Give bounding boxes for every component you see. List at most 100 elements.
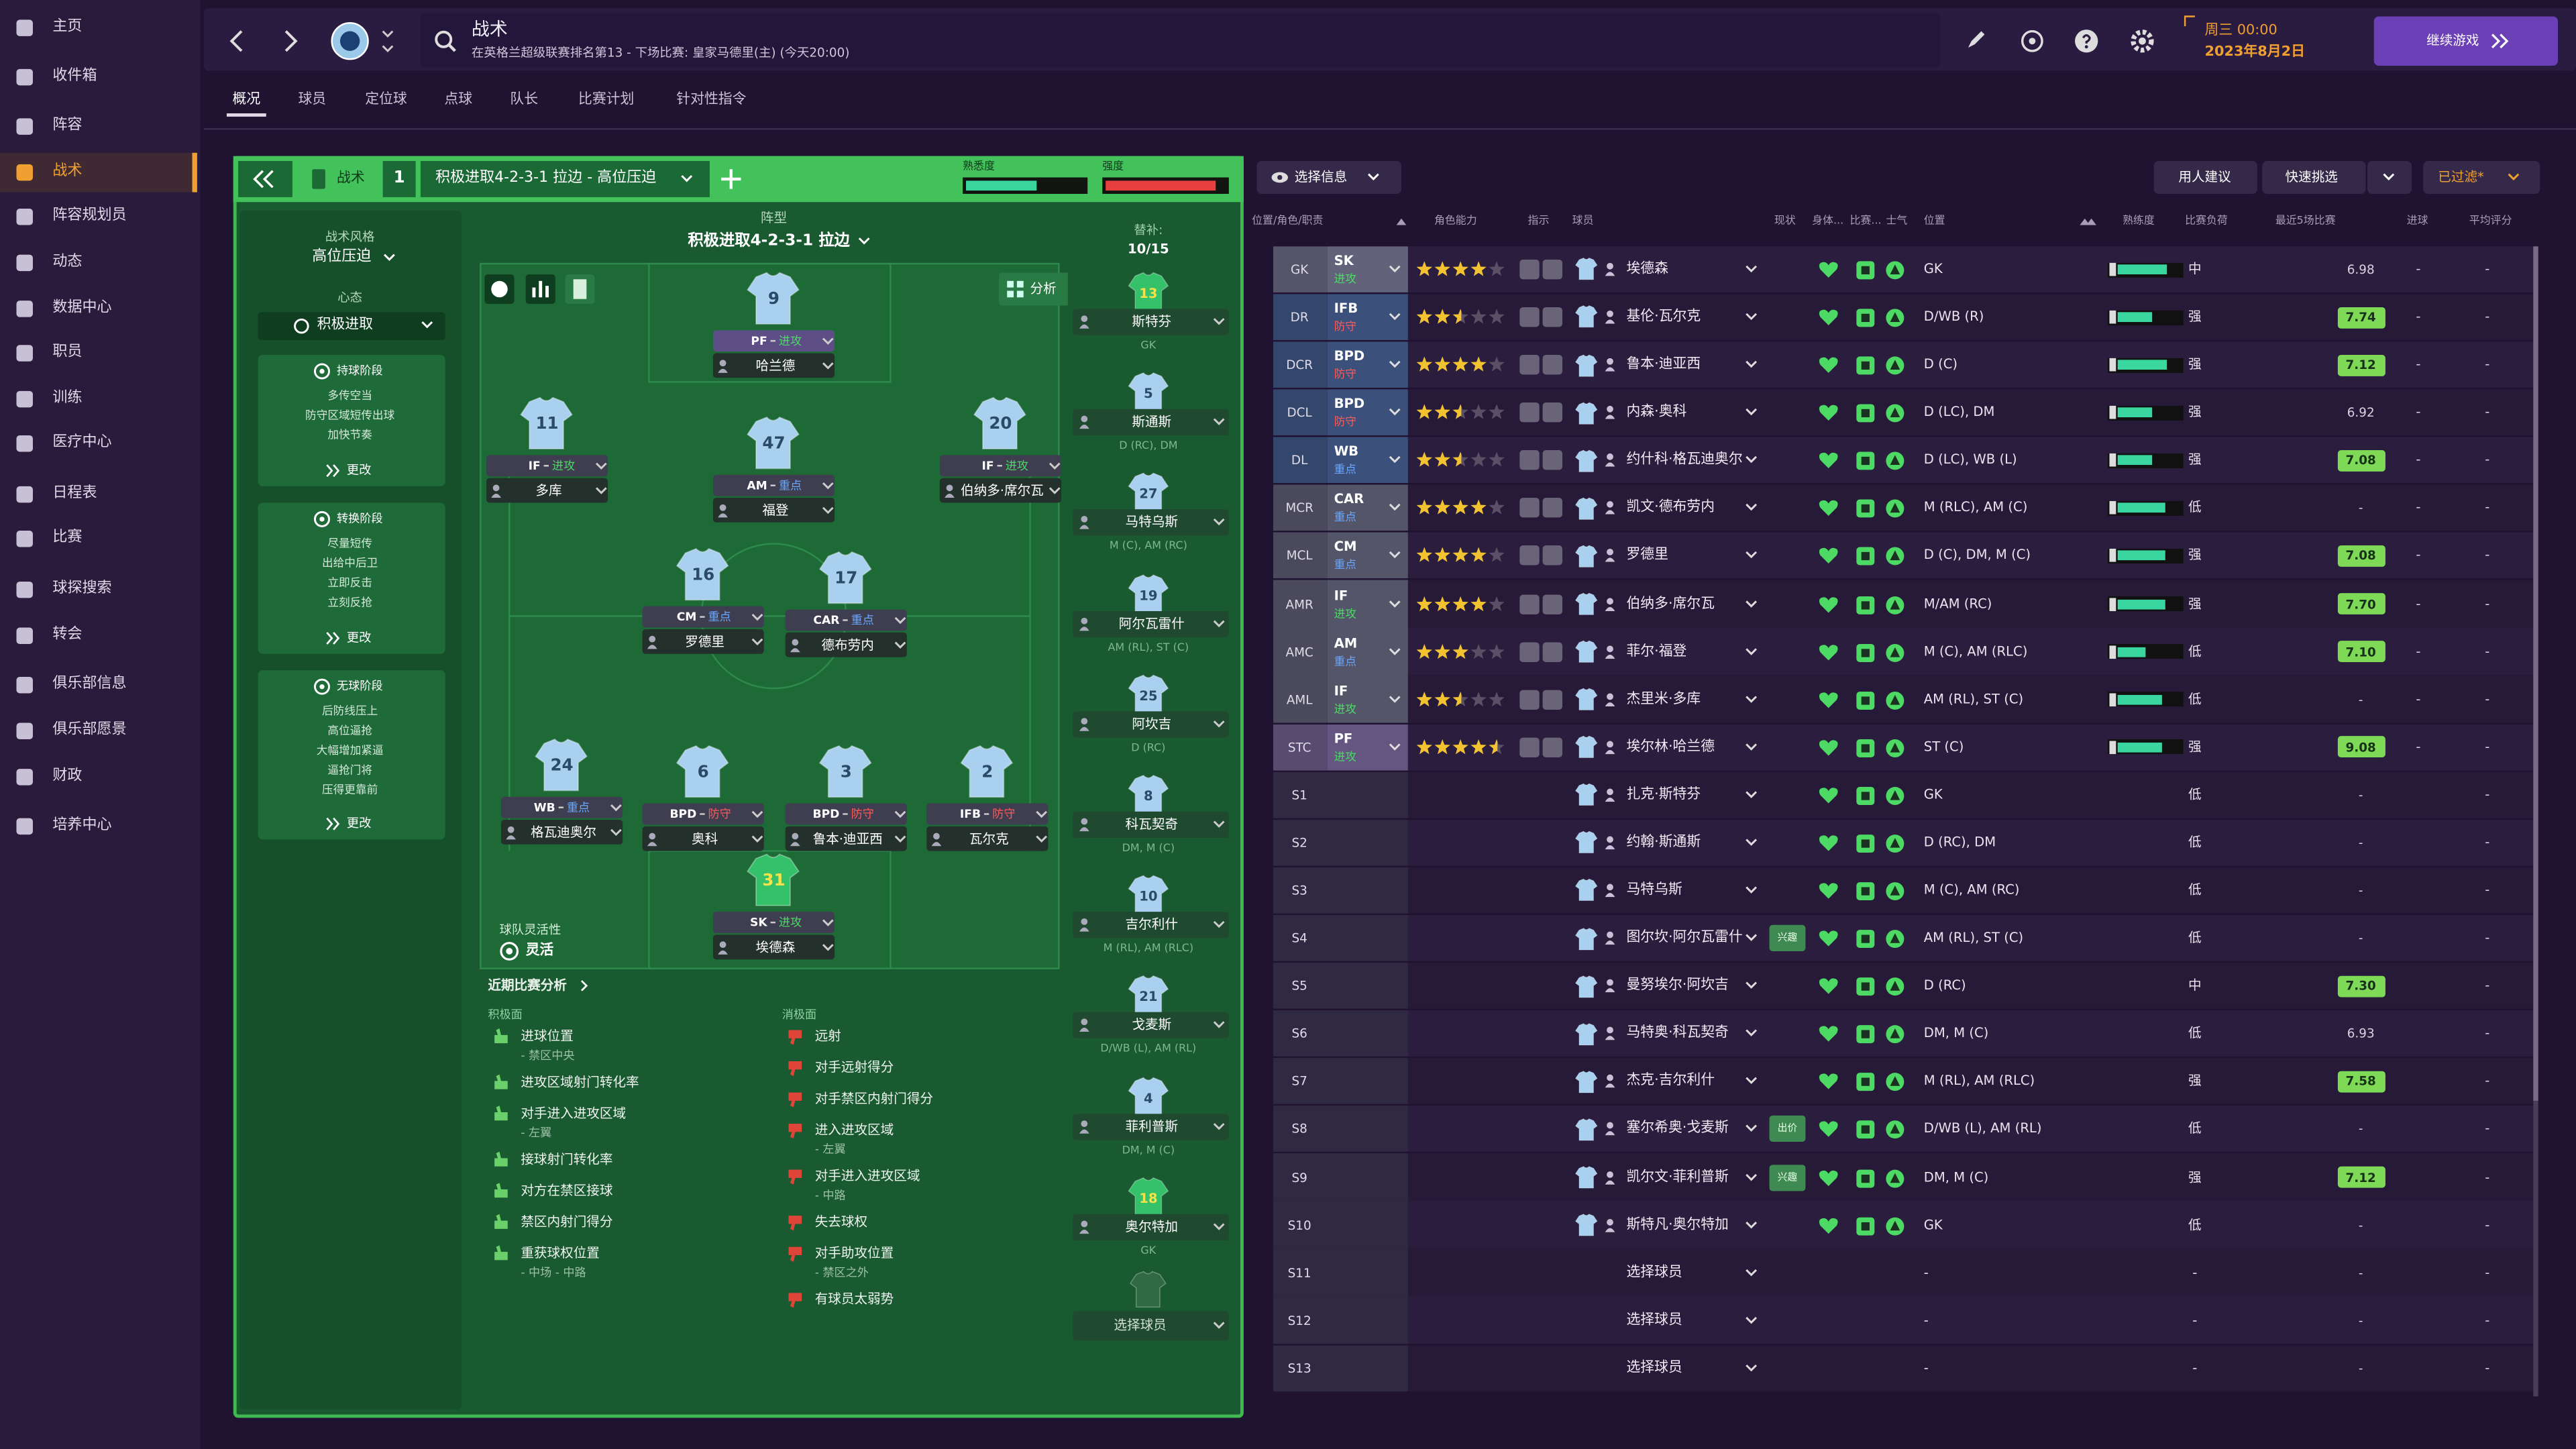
continue-label[interactable]: 继续游戏 <box>2426 33 2479 48</box>
row-player-name[interactable]: 扎克·斯特芬 <box>1626 786 1701 804</box>
sidebar-label[interactable]: 球探搜索 <box>52 580 112 598</box>
row-player-name[interactable]: 杰克·吉尔利什 <box>1626 1073 1715 1090</box>
phase-change[interactable]: 更改 <box>346 462 372 478</box>
row-player-name[interactable]: 约什科·格瓦迪奥尔 <box>1626 452 1743 469</box>
sub-name-box[interactable] <box>1073 309 1229 335</box>
quick-label[interactable]: 快速挑选 <box>2285 169 2338 184</box>
sidebar-label[interactable]: 阵容 <box>52 117 83 134</box>
row-player-name[interactable]: 鲁本·迪亚西 <box>1626 356 1701 374</box>
sidebar-label[interactable]: 训练 <box>52 390 83 407</box>
tab[interactable]: 球员 <box>298 91 327 109</box>
quick-button[interactable] <box>2262 161 2366 194</box>
column-header[interactable]: 进球 <box>2406 213 2428 227</box>
formation-name[interactable]: 积极进取4-2-3-1 拉边 <box>688 232 850 250</box>
name-box[interactable] <box>939 478 1062 503</box>
row-player-name[interactable]: 约翰·斯通斯 <box>1626 834 1701 851</box>
name-box[interactable] <box>642 826 764 851</box>
table-row[interactable] <box>1273 1344 2534 1391</box>
row-player-name[interactable]: 基伦·瓦尔克 <box>1626 309 1701 325</box>
continue-button[interactable] <box>2373 16 2559 66</box>
row-player-name[interactable]: 埃尔林·哈兰德 <box>1626 739 1715 755</box>
row-player-name[interactable]: 罗德里 <box>1626 547 1668 564</box>
sub-select-label[interactable]: 选择球员 <box>1114 1318 1167 1333</box>
sidebar-label[interactable]: 职员 <box>52 344 83 361</box>
filter-button[interactable] <box>2423 161 2540 194</box>
name-box[interactable] <box>785 632 907 657</box>
table-row[interactable] <box>1273 1297 2534 1344</box>
row-player-name[interactable]: 马特乌斯 <box>1626 881 1682 899</box>
tab[interactable]: 概况 <box>232 91 261 109</box>
column-header[interactable]: 位置 <box>1923 213 1945 227</box>
mentality-value[interactable]: 积极进取 <box>317 317 373 333</box>
sidebar-label[interactable]: 俱乐部愿景 <box>52 722 127 739</box>
column-header[interactable]: 最近5场比赛 <box>2275 213 2336 227</box>
advice-button[interactable] <box>2153 161 2257 194</box>
sidebar-label[interactable]: 转会 <box>52 627 83 644</box>
analysis-button[interactable] <box>998 272 1071 306</box>
sidebar-label[interactable]: 动态 <box>52 254 83 271</box>
phase-change[interactable]: 更改 <box>346 815 372 830</box>
sub-name-box[interactable] <box>1073 811 1229 838</box>
name-box[interactable] <box>926 826 1049 851</box>
sub-name-box[interactable] <box>1073 1113 1229 1140</box>
sidebar-label[interactable]: 俱乐部信息 <box>52 676 127 693</box>
sidebar-label[interactable]: 主页 <box>52 19 83 36</box>
tab[interactable]: 队长 <box>510 91 539 109</box>
sidebar-label[interactable]: 财政 <box>52 768 83 785</box>
sub-name-box[interactable] <box>1073 1012 1229 1039</box>
sidebar-label[interactable]: 数据中心 <box>52 300 112 317</box>
info-label[interactable]: 选择信息 <box>1294 169 1348 184</box>
row-player-name[interactable]: 菲尔·福登 <box>1626 643 1687 660</box>
name-box[interactable] <box>712 498 835 523</box>
row-player-name[interactable]: 埃德森 <box>1626 261 1668 278</box>
sub-name-box[interactable] <box>1073 1214 1229 1240</box>
table-row[interactable] <box>1273 1249 2534 1296</box>
row-player-name[interactable]: 内森·奥科 <box>1626 404 1687 421</box>
sub-name-box[interactable] <box>1073 409 1229 436</box>
sub-select[interactable] <box>1073 1311 1229 1341</box>
column-header[interactable]: 指示 <box>1527 213 1550 227</box>
tactic-select[interactable] <box>420 161 710 197</box>
tab[interactable]: 定位球 <box>365 91 407 109</box>
sidebar-label[interactable]: 阵容规划员 <box>52 208 127 225</box>
column-header[interactable]: 士气 <box>1886 213 1908 227</box>
row-player-name[interactable]: 曼努埃尔·阿坎吉 <box>1626 977 1729 994</box>
sidebar-label[interactable]: 医疗中心 <box>52 435 112 451</box>
row-player-name[interactable]: 塞尔希奥·戈麦斯 <box>1626 1121 1729 1138</box>
row-player-name[interactable]: 斯特凡·奥尔特加 <box>1626 1216 1729 1233</box>
sidebar-item[interactable] <box>0 152 197 193</box>
row-player-name[interactable]: 凯文·德布劳内 <box>1626 500 1715 517</box>
name-box[interactable] <box>642 629 764 654</box>
column-header[interactable]: 比赛... <box>1849 213 1882 227</box>
name-box[interactable] <box>486 478 608 503</box>
column-header[interactable]: 现状 <box>1774 213 1796 227</box>
row-player-name[interactable]: 图尔坎·阿尔瓦雷什 <box>1626 930 1743 947</box>
column-header[interactable]: 平均评分 <box>2469 213 2512 227</box>
sidebar-label[interactable]: 日程表 <box>52 485 97 502</box>
sidebar-label[interactable]: 收件箱 <box>52 68 97 85</box>
tab[interactable]: 针对性指令 <box>676 91 747 109</box>
tactic-name[interactable]: 积极进取4-2-3-1 拉边 - 高位压迫 <box>435 170 657 187</box>
name-box[interactable] <box>712 353 835 378</box>
mentality-select[interactable] <box>258 312 445 340</box>
column-header[interactable]: 角色能力 <box>1434 213 1477 227</box>
name-box[interactable] <box>500 820 623 845</box>
row-player-name[interactable]: 选择球员 <box>1626 1264 1682 1281</box>
tab[interactable]: 点球 <box>444 91 473 109</box>
sidebar-label[interactable]: 比赛 <box>52 530 83 547</box>
sub-name-box[interactable] <box>1073 510 1229 537</box>
sub-name-box[interactable] <box>1073 912 1229 938</box>
row-player-name[interactable]: 凯尔文·菲利普斯 <box>1626 1169 1729 1185</box>
filter-label[interactable]: 已过滤* <box>2438 169 2484 184</box>
column-header[interactable]: 熟练度 <box>2123 213 2155 227</box>
sub-name-box[interactable] <box>1073 610 1229 637</box>
analysis-title[interactable]: 近期比赛分析 <box>488 977 567 993</box>
name-box[interactable] <box>785 826 907 851</box>
column-header[interactable]: 比赛负荷 <box>2185 213 2228 227</box>
row-player-name[interactable]: 选择球员 <box>1626 1311 1682 1329</box>
row-player-name[interactable]: 选择球员 <box>1626 1360 1682 1377</box>
column-header[interactable]: 位置/角色/职责 <box>1252 213 1324 227</box>
analysis-label[interactable]: 分析 <box>1030 281 1057 297</box>
tab[interactable]: 比赛计划 <box>578 91 635 109</box>
row-player-name[interactable]: 伯纳多·席尔瓦 <box>1626 595 1715 612</box>
